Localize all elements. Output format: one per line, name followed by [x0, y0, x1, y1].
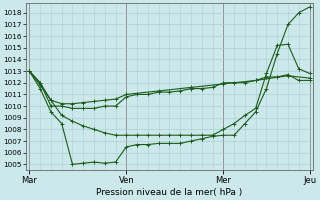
X-axis label: Pression niveau de la mer( hPa ): Pression niveau de la mer( hPa ) [96, 188, 243, 197]
